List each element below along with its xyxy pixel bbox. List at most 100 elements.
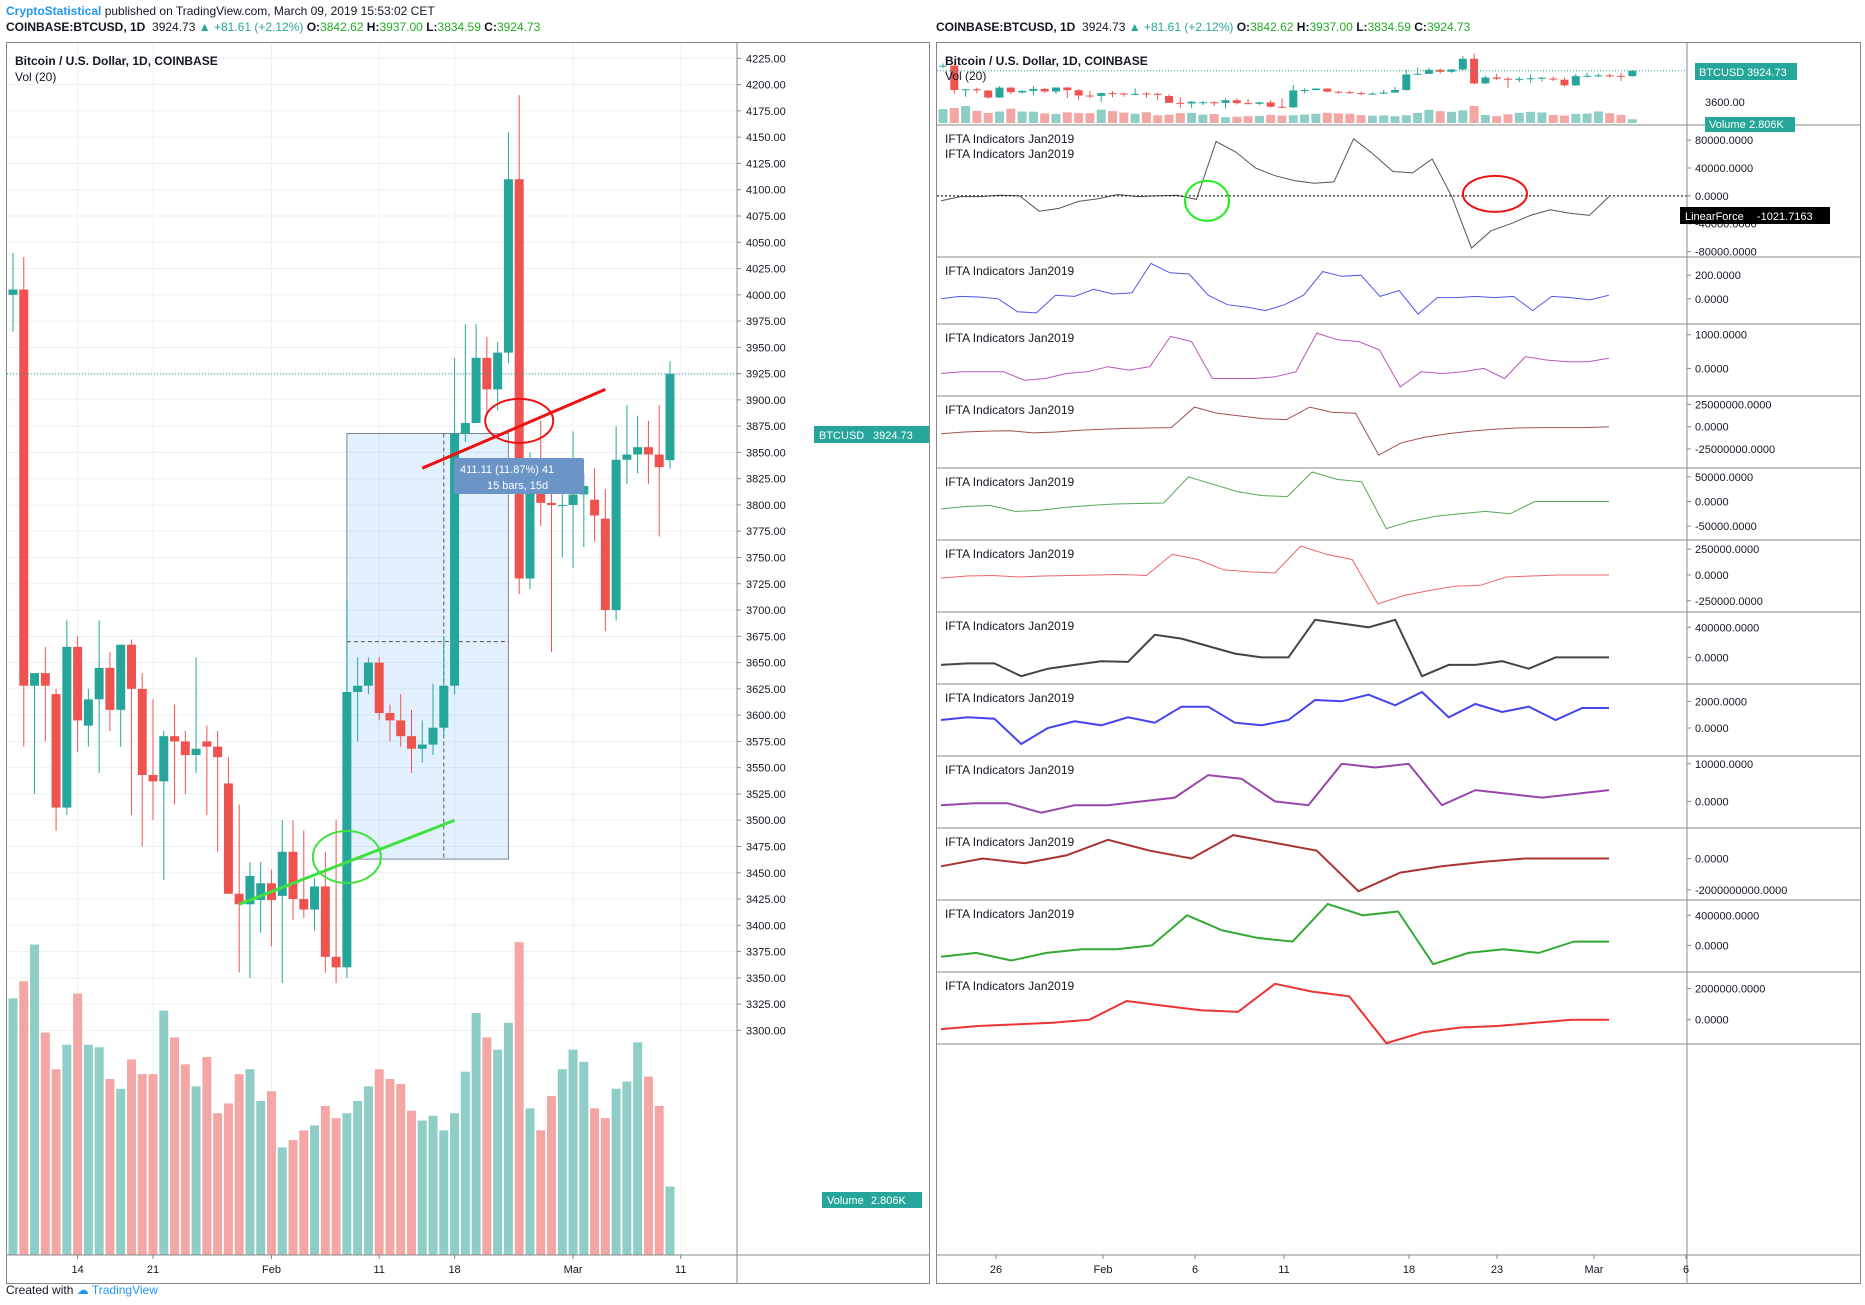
volume-bar [94,1047,104,1255]
svg-text:LinearForce: LinearForce [1685,211,1744,223]
volume-bar [579,1061,589,1255]
indicator-tick-label: 0.0000 [1695,363,1729,375]
volume-bar [514,942,524,1255]
left-chart-svg[interactable]: 3300.00 3325.00 3350.00 3375.00 3400.00 3425.… [7,43,930,1283]
price-tick-label: 3800.00 [746,500,786,512]
volume-bar [19,981,29,1255]
volume-bar [428,1115,438,1255]
candle-body [406,736,416,749]
mini-volume-bar [1164,114,1174,123]
publisher-link[interactable]: CryptoStatistical [6,4,102,18]
red-trend-line [421,387,606,470]
volume-bar [105,1079,115,1255]
time-tick-label: 6 [1192,1264,1198,1276]
created-with-label: Created with [6,1283,74,1297]
indicator-tick-label: 0.0000 [1695,422,1729,434]
mini-candle-body [1368,93,1377,95]
mini-candle-body [1447,69,1456,72]
mini-volume-bar [1006,108,1016,123]
indicator-title: IFTA Indicators Jan2019 [945,475,1075,489]
mini-volume-bar [1503,114,1513,123]
linear-force-tag: LinearForce -1021.7163 [1680,207,1830,224]
price-tick-label: 4200.00 [746,80,786,92]
right-chart-svg[interactable]: 80000.000040000.00000.0000-40000.0000-80… [937,43,1860,1283]
mini-volume-bar [1548,115,1558,123]
candle-body [396,720,406,737]
mini-candle-body [1345,92,1354,94]
mini-volume-bar [1582,113,1592,123]
candle-body [590,499,600,516]
volume-bar [170,1037,180,1255]
candle-body [223,783,233,894]
indicator-tick-label: -2000000000.0000 [1695,885,1787,897]
candle-body [116,644,126,710]
change-value: ▲ +81.61 (+2.12%) [198,20,304,34]
mini-volume-bar [1311,113,1321,123]
right-indicator-chart[interactable]: 80000.0000 40000.0000 0.0000 -40000.0000 -80… [936,42,1861,1284]
volume-bar [493,1049,503,1255]
mini-volume-bar [1593,111,1603,123]
mini-candle-body [1176,102,1185,104]
mini-candle-body [1142,93,1151,95]
left-price-chart[interactable]: 3300.00 3325.00 3350.00 3375.00 3400.00 3425.… [6,42,930,1284]
mini-volume-bar [1277,115,1287,123]
volume-bar [213,1113,223,1255]
candle-body [8,289,18,295]
volume-bar [600,1118,610,1255]
indicator-panel: 25000000.0000 0.0000 -25000000.0000 IFTA In… [937,399,1860,469]
indicator-line [940,545,1609,605]
price-tick-label: 3400.00 [746,920,786,932]
candle-body [62,646,72,808]
mini-volume-bar [1085,113,1095,123]
mini-volume-bar [961,106,971,123]
volume-bar [503,1022,513,1255]
indicator-panel: 0.0000 -2000000000.0000 IFTA Indicators Ja… [937,834,1860,901]
mini-volume-bar [1356,115,1366,123]
mini-volume-bar [1074,113,1084,123]
mini-volume-bar [1243,116,1253,123]
volume-bar [568,1049,578,1255]
time-tick-label: 11 [675,1264,686,1276]
mini-volume-bar [1514,112,1524,123]
candle-body [137,688,147,776]
volume-bar [450,1113,460,1255]
price-tick-label: 3675.00 [746,631,786,643]
mini-candle-body [1583,75,1592,77]
volume-bar [8,998,18,1255]
mini-candle-body [1097,93,1106,96]
tradingview-link[interactable]: TradingView [91,1283,158,1297]
candle-body [525,481,535,579]
green-circle-annotation [311,830,382,884]
last-price: 3924.73 [1082,20,1126,34]
candle-body [353,685,363,693]
candle-body [256,883,266,901]
low-value: 3834.59 [1367,20,1411,34]
mini-volume-bar [1130,113,1140,123]
mini-volume-bar [1175,113,1185,123]
last-price: 3924.73 [152,20,196,34]
time-tick-label: 26 [990,1264,1002,1276]
mini-candle-body [1131,93,1140,95]
indicator-panel: 250000.0000 0.0000 -250000.0000 IFTA Indica… [937,544,1860,613]
green-trend-line [238,818,456,906]
right-vol-label: Vol (20) [945,69,986,83]
price-tick-label: 3950.00 [746,342,786,354]
mini-candle-body [1198,102,1207,104]
mini-volume-bar [1108,111,1117,123]
mini-volume-bar [1096,109,1106,123]
indicator-tick-label: 250000.0000 [1695,544,1759,556]
published-text: published on TradingView.com, March 09, … [104,4,435,18]
indicator-panel: 200.0000 0.0000 IFTA Indicators Jan2019 [937,262,1860,325]
mini-candle-body [1108,93,1117,95]
mini-volume-bar [938,109,948,123]
mini-candle-body [939,65,947,67]
candle-body [126,644,136,689]
time-tick-label: 14 [71,1264,83,1276]
indicator-tick-label: 0.0000 [1695,294,1729,306]
mini-candle-body [1515,78,1524,80]
indicator-tick-label: -80000.0000 [1695,247,1757,259]
volume-bar [331,1118,341,1255]
right-ohlc-line: COINBASE:BTCUSD, 1D 3924.73 ▲ +81.61 (+2… [936,20,1471,34]
right-chart-title: Bitcoin / U.S. Dollar, 1D, COINBASE [945,54,1148,68]
candle-body [277,851,287,896]
